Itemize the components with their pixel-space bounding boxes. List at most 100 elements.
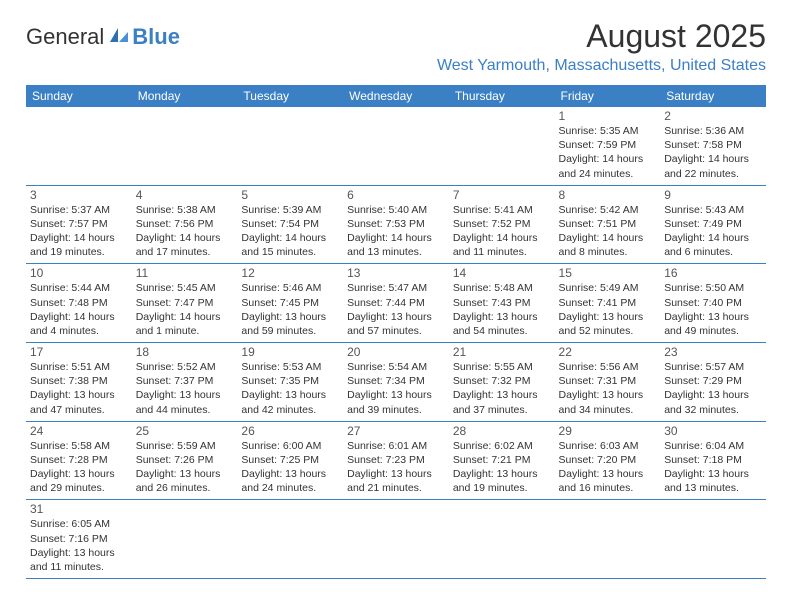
calendar-cell: 17Sunrise: 5:51 AMSunset: 7:38 PMDayligh… [26,343,132,422]
day-sunrise: Sunrise: 6:05 AM [30,517,128,531]
day-number: 16 [664,266,762,280]
day-sunset: Sunset: 7:40 PM [664,296,762,310]
day-number: 23 [664,345,762,359]
calendar-week-row: 3Sunrise: 5:37 AMSunset: 7:57 PMDaylight… [26,185,766,264]
day-number: 8 [559,188,657,202]
logo: General Blue [26,24,180,50]
day-sunset: Sunset: 7:23 PM [347,453,445,467]
day-number: 21 [453,345,551,359]
day-number: 1 [559,109,657,123]
day-number: 31 [30,502,128,516]
day-sunrise: Sunrise: 5:49 AM [559,281,657,295]
logo-text-part1: General [26,24,104,50]
calendar-week-row: 1Sunrise: 5:35 AMSunset: 7:59 PMDaylight… [26,107,766,185]
day-sunrise: Sunrise: 5:50 AM [664,281,762,295]
day-daylight1: Daylight: 14 hours [347,231,445,245]
calendar-cell: 2Sunrise: 5:36 AMSunset: 7:58 PMDaylight… [660,107,766,185]
day-number: 25 [136,424,234,438]
day-daylight1: Daylight: 14 hours [136,231,234,245]
day-daylight2: and 13 minutes. [347,245,445,259]
day-daylight1: Daylight: 13 hours [559,310,657,324]
calendar-week-row: 17Sunrise: 5:51 AMSunset: 7:38 PMDayligh… [26,343,766,422]
day-number: 5 [241,188,339,202]
day-sunrise: Sunrise: 5:45 AM [136,281,234,295]
calendar-cell: 30Sunrise: 6:04 AMSunset: 7:18 PMDayligh… [660,421,766,500]
day-daylight1: Daylight: 13 hours [453,467,551,481]
day-sunrise: Sunrise: 6:00 AM [241,439,339,453]
day-number: 9 [664,188,762,202]
day-header: Wednesday [343,85,449,107]
day-daylight2: and 59 minutes. [241,324,339,338]
day-daylight1: Daylight: 13 hours [30,388,128,402]
day-daylight2: and 11 minutes. [30,560,128,574]
day-daylight2: and 22 minutes. [664,167,762,181]
day-number: 11 [136,266,234,280]
day-daylight2: and 37 minutes. [453,403,551,417]
calendar-cell: 8Sunrise: 5:42 AMSunset: 7:51 PMDaylight… [555,185,661,264]
day-daylight1: Daylight: 13 hours [453,388,551,402]
day-sunset: Sunset: 7:54 PM [241,217,339,231]
day-daylight1: Daylight: 14 hours [664,152,762,166]
calendar-cell [132,500,238,579]
day-sunrise: Sunrise: 6:01 AM [347,439,445,453]
day-daylight2: and 8 minutes. [559,245,657,259]
day-daylight1: Daylight: 13 hours [664,310,762,324]
calendar-cell: 18Sunrise: 5:52 AMSunset: 7:37 PMDayligh… [132,343,238,422]
day-sunrise: Sunrise: 5:37 AM [30,203,128,217]
day-sunrise: Sunrise: 6:04 AM [664,439,762,453]
day-sunset: Sunset: 7:26 PM [136,453,234,467]
day-sunset: Sunset: 7:47 PM [136,296,234,310]
day-daylight2: and 44 minutes. [136,403,234,417]
day-daylight2: and 13 minutes. [664,481,762,495]
day-daylight2: and 24 minutes. [241,481,339,495]
calendar-cell: 15Sunrise: 5:49 AMSunset: 7:41 PMDayligh… [555,264,661,343]
calendar-week-row: 31Sunrise: 6:05 AMSunset: 7:16 PMDayligh… [26,500,766,579]
day-sunset: Sunset: 7:41 PM [559,296,657,310]
day-sunset: Sunset: 7:16 PM [30,532,128,546]
day-daylight1: Daylight: 14 hours [559,231,657,245]
day-daylight1: Daylight: 13 hours [664,467,762,481]
day-sunset: Sunset: 7:20 PM [559,453,657,467]
calendar-table: SundayMondayTuesdayWednesdayThursdayFrid… [26,85,766,579]
day-sunset: Sunset: 7:34 PM [347,374,445,388]
day-daylight2: and 54 minutes. [453,324,551,338]
month-title: August 2025 [437,18,766,55]
day-daylight1: Daylight: 14 hours [136,310,234,324]
day-daylight2: and 19 minutes. [453,481,551,495]
day-sunrise: Sunrise: 5:36 AM [664,124,762,138]
day-number: 18 [136,345,234,359]
day-sunrise: Sunrise: 5:59 AM [136,439,234,453]
day-header: Sunday [26,85,132,107]
day-daylight2: and 6 minutes. [664,245,762,259]
calendar-cell [343,107,449,185]
day-daylight1: Daylight: 14 hours [664,231,762,245]
day-daylight2: and 47 minutes. [30,403,128,417]
day-daylight2: and 15 minutes. [241,245,339,259]
day-daylight1: Daylight: 13 hours [30,546,128,560]
day-sunset: Sunset: 7:21 PM [453,453,551,467]
day-sunrise: Sunrise: 6:02 AM [453,439,551,453]
day-sunrise: Sunrise: 5:52 AM [136,360,234,374]
day-daylight1: Daylight: 13 hours [347,467,445,481]
calendar-week-row: 24Sunrise: 5:58 AMSunset: 7:28 PMDayligh… [26,421,766,500]
day-sunset: Sunset: 7:29 PM [664,374,762,388]
day-sunset: Sunset: 7:38 PM [30,374,128,388]
calendar-cell: 9Sunrise: 5:43 AMSunset: 7:49 PMDaylight… [660,185,766,264]
calendar-cell: 5Sunrise: 5:39 AMSunset: 7:54 PMDaylight… [237,185,343,264]
day-daylight1: Daylight: 13 hours [453,310,551,324]
day-number: 20 [347,345,445,359]
day-number: 17 [30,345,128,359]
day-number: 24 [30,424,128,438]
day-sunrise: Sunrise: 5:43 AM [664,203,762,217]
day-daylight2: and 52 minutes. [559,324,657,338]
day-daylight1: Daylight: 13 hours [136,388,234,402]
day-daylight2: and 29 minutes. [30,481,128,495]
day-sunrise: Sunrise: 5:53 AM [241,360,339,374]
calendar-cell: 7Sunrise: 5:41 AMSunset: 7:52 PMDaylight… [449,185,555,264]
day-daylight2: and 19 minutes. [30,245,128,259]
day-number: 30 [664,424,762,438]
calendar-cell: 23Sunrise: 5:57 AMSunset: 7:29 PMDayligh… [660,343,766,422]
day-number: 27 [347,424,445,438]
day-daylight1: Daylight: 13 hours [347,388,445,402]
day-daylight1: Daylight: 13 hours [559,467,657,481]
